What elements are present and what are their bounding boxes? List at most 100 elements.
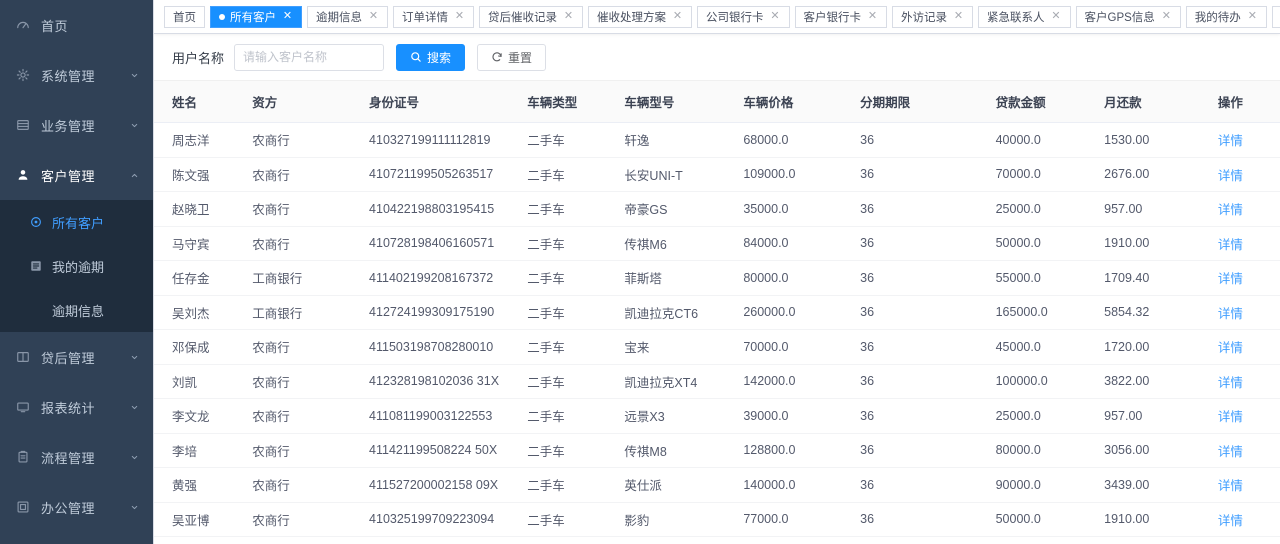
sidebar-item-6[interactable]: 报表统计 — [0, 382, 153, 432]
close-icon[interactable]: ✕ — [1051, 10, 1061, 22]
sidebar-item-1[interactable]: 首页 — [0, 0, 153, 50]
cell-price: 77000.0 — [743, 502, 861, 537]
detail-link[interactable]: 详情 — [1217, 375, 1243, 390]
detail-link[interactable]: 详情 — [1217, 272, 1243, 287]
cell-term: 36 — [860, 467, 996, 503]
close-icon[interactable]: ✕ — [563, 10, 574, 22]
tab-2[interactable]: 所有客户 ✕ — [210, 5, 302, 28]
tab-label: 贷后催收记录 — [488, 11, 557, 24]
tab-1[interactable]: 首页 — [164, 5, 205, 28]
chevron-down-icon[interactable] — [129, 70, 139, 80]
sidebar-item-2[interactable]: 系统管理 — [0, 50, 153, 100]
table-row[interactable]: 吴亚博 农商行 410325199709223094 二手车 影豹 77000.0 36 50… — [154, 502, 1280, 537]
cell-name: 吴刘杰 — [154, 295, 253, 330]
search-button[interactable]: 搜索 — [396, 43, 466, 71]
table-row[interactable]: 李培 农商行 411421199508224 50X 二手车 传祺M8 128800.0 3… — [154, 433, 1280, 468]
tab-8[interactable]: 客户银行卡 ✕ — [794, 5, 887, 28]
sidebar-item-label: 首页 — [41, 18, 69, 34]
cell-monthly: 1709.40 — [1104, 260, 1218, 296]
table-row[interactable]: 刘凯 农商行 412328198102036 31X 二手车 凯迪拉克XT4 142000… — [154, 364, 1280, 399]
detail-link[interactable]: 详情 — [1217, 513, 1243, 528]
tab-10[interactable]: 紧急联系人 ✕ — [978, 5, 1071, 28]
detail-link[interactable]: 详情 — [1217, 237, 1243, 252]
table-row[interactable]: 李文龙 农商行 411081199003122553 二手车 远景X3 39000.0 36… — [154, 398, 1280, 434]
table-row[interactable]: 周志洋 农商行 410327199111112819 二手车 轩逸 68000.0 36 40… — [154, 122, 1280, 158]
tab-13[interactable]: 我的流程✕ — [1271, 5, 1280, 28]
chevron-up-icon[interactable] — [129, 170, 139, 180]
cell-id: 410422198803195415 — [369, 191, 528, 227]
cell-type: 二手车 — [527, 191, 625, 227]
list-icon — [28, 259, 44, 273]
tab-4[interactable]: 订单详情 ✕ — [393, 5, 474, 28]
cell-price: 140000.0 — [743, 467, 861, 503]
close-icon[interactable]: ✕ — [454, 10, 465, 22]
column-header-10: 操作 — [1217, 81, 1280, 123]
close-icon[interactable]: ✕ — [1247, 10, 1257, 22]
sidebar-item-label: 贷后管理 — [41, 350, 96, 366]
detail-link[interactable]: 详情 — [1217, 444, 1243, 459]
sidebar-item-7[interactable]: 流程管理 — [0, 432, 153, 482]
tab-label: 逾期信息 — [316, 11, 362, 24]
sidebar-item-3[interactable]: 业务管理 — [0, 100, 153, 150]
close-icon[interactable]: ✕ — [672, 10, 683, 22]
tab-7[interactable]: 公司银行卡 ✕ — [697, 5, 790, 28]
cell-monthly: 3822.00 — [1104, 364, 1218, 399]
cell-id: 411081199003122553 — [369, 398, 528, 434]
table-row[interactable]: 马守宾 农商行 410728198406160571 二手车 传祺M6 84000.0 36… — [154, 226, 1280, 261]
search-input[interactable] — [234, 43, 385, 71]
sidebar-item-label: 流程管理 — [41, 450, 96, 466]
detail-link[interactable]: 详情 — [1217, 203, 1243, 218]
reset-button[interactable]: 重置 — [477, 43, 547, 71]
close-icon[interactable]: ✕ — [770, 10, 780, 22]
chevron-down-icon[interactable] — [129, 502, 139, 512]
sidebar-item-8[interactable]: 办公管理 — [0, 482, 153, 532]
tab-9[interactable]: 外访记录 ✕ — [892, 5, 973, 28]
close-icon[interactable]: ✕ — [282, 10, 293, 22]
cell-type: 二手车 — [527, 122, 625, 158]
tab-label: 订单详情 — [402, 11, 448, 24]
sidebar-item-4[interactable]: 客户管理 — [0, 150, 153, 200]
tab-label: 首页 — [173, 11, 196, 24]
detail-link[interactable]: 详情 — [1217, 168, 1243, 183]
tab-6[interactable]: 催收处理方案 ✕ — [588, 5, 692, 28]
detail-link[interactable]: 详情 — [1217, 134, 1243, 149]
clipboard-icon — [14, 449, 32, 465]
cell-type: 二手车 — [527, 467, 625, 503]
cell-price: 142000.0 — [743, 364, 861, 399]
chevron-down-icon[interactable] — [129, 120, 139, 130]
detail-link[interactable]: 详情 — [1217, 341, 1243, 356]
chevron-down-icon[interactable] — [129, 352, 139, 362]
sidebar-subitem-2[interactable]: 我的逾期 — [0, 244, 153, 288]
tab-11[interactable]: 客户GPS信息 ✕ — [1075, 5, 1181, 28]
detail-link[interactable]: 详情 — [1217, 410, 1243, 425]
table-row[interactable]: 任存金 工商银行 411402199208167372 二手车 菲斯塔 80000.0 36… — [154, 260, 1280, 296]
detail-link[interactable]: 详情 — [1217, 306, 1243, 321]
table-row[interactable]: 吴刘杰 工商银行 412724199309175190 二手车 凯迪拉克CT6 26000… — [154, 295, 1280, 330]
close-icon[interactable]: ✕ — [1161, 10, 1171, 22]
close-icon[interactable]: ✕ — [867, 10, 878, 22]
table-row[interactable]: 邓保成 农商行 411503198708280010 二手车 宝来 70000.0 36 45… — [154, 329, 1280, 365]
sidebar-item-9[interactable]: 系统监控 — [0, 532, 153, 544]
cell-monthly: 2676.00 — [1104, 157, 1218, 192]
cell-model: 英仕派 — [624, 467, 744, 503]
chevron-down-icon[interactable] — [129, 452, 139, 462]
cell-type: 二手车 — [527, 157, 625, 192]
table-row[interactable]: 陈文强 农商行 410721199505263517 二手车 长安UNI-T 109000… — [154, 157, 1280, 192]
detail-link[interactable]: 详情 — [1217, 479, 1243, 494]
sidebar-item-5[interactable]: 贷后管理 — [0, 332, 153, 382]
tab-3[interactable]: 逾期信息 ✕ — [307, 5, 388, 28]
sidebar-item-label: 办公管理 — [41, 500, 96, 516]
tab-12[interactable]: 我的待办 ✕ — [1185, 5, 1267, 28]
sidebar-subitem-1[interactable]: 所有客户 — [0, 200, 153, 244]
close-icon[interactable]: ✕ — [953, 10, 964, 22]
sidebar-subitem-3[interactable]: 逾期信息 — [0, 288, 153, 332]
tab-bar[interactable]: 首页 所有客户 ✕ 逾期信息 ✕ 订单详情 ✕ 贷后催收记录 ✕ 催收处理方案 ✕ 公司银行卡 ✕ 客户银… — [154, 0, 1280, 34]
close-icon[interactable]: ✕ — [368, 10, 379, 22]
cell-action: 详情 — [1217, 295, 1280, 330]
table-row[interactable]: 赵晓卫 农商行 410422198803195415 二手车 帝豪GS 35000.0 36… — [154, 191, 1280, 227]
table-row[interactable]: 黄强 农商行 411527200002158 09X 二手车 英仕派 140000.0 36… — [154, 467, 1280, 503]
chevron-down-icon[interactable] — [129, 402, 139, 412]
table-scroll-region[interactable]: 姓名 资方 身份证号 车辆类型 车辆型号 车辆价格 分期期限 贷款金额 月还款 操作 周志洋 农商行… — [154, 81, 1280, 544]
tab-5[interactable]: 贷后催收记录 ✕ — [479, 5, 583, 28]
